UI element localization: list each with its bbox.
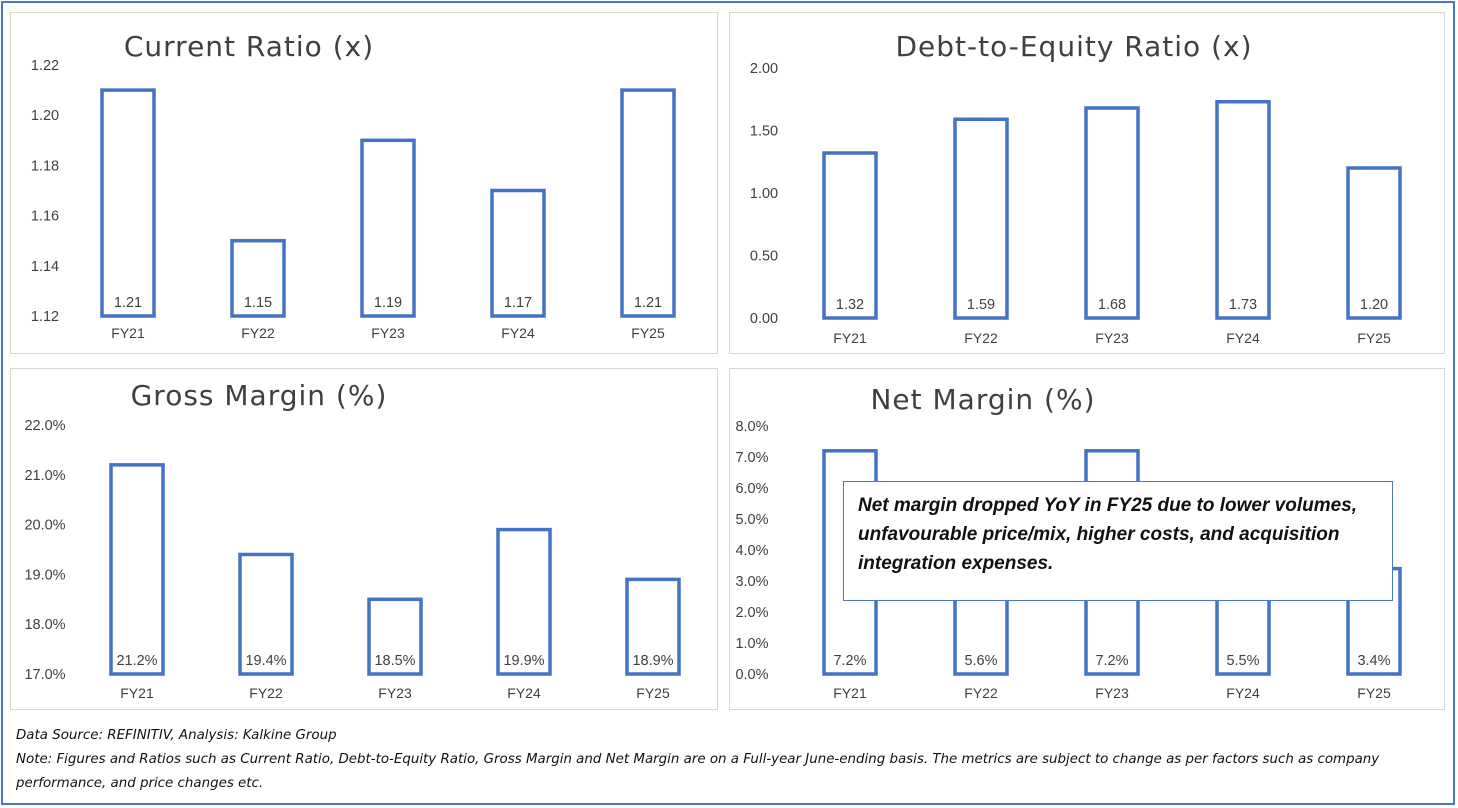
bar-fy23 [1084,106,1140,320]
y-tick-label: 2.00 [750,61,778,77]
data-label: 18.9% [632,653,673,669]
debt-to-equity-chart: Debt-to-Equity Ratio (x) 2.00 1.50 1.00 0.50… [729,12,1445,354]
data-label: 1.68 [1098,297,1126,313]
x-tick-label: FY22 [241,325,275,341]
data-source-note: Data Source: REFINITIV, Analysis: Kalkin… [16,728,337,743]
bar-fy24 [490,188,546,318]
bar-fy22 [953,117,1009,320]
bar-fy23 [367,597,423,676]
y-tick-label: 7.0% [735,450,768,466]
y-tick-label: 18.0% [24,617,65,633]
x-tick-label: FY23 [378,685,412,701]
data-label: 7.2% [833,653,866,669]
bar-fy21 [100,88,156,318]
x-tick-label: FY22 [964,685,998,701]
bar-fy21 [822,151,878,320]
data-label: 21.2% [116,653,157,669]
x-tick-label: FY21 [120,685,154,701]
y-tick-label: 5.0% [735,512,768,528]
y-tick-label: 1.20 [31,108,59,124]
data-label: 19.4% [245,653,286,669]
x-tick-label: FY25 [631,325,665,341]
x-tick-label: FY21 [833,330,867,346]
y-tick-label: 3.0% [735,574,768,590]
data-label: 1.19 [374,295,402,311]
x-tick-label: FY21 [111,325,145,341]
chart-title: Gross Margin (%) [131,379,388,412]
bar-fy25 [620,88,676,318]
gross-margin-svg: Gross Margin (%) 22.0% 21.0% 20.0% 19.0% 18.0… [24,379,681,701]
bar-fy25 [1346,166,1402,320]
y-tick-label: 22.0% [24,418,65,434]
bar-fy21 [109,463,165,676]
data-label: 1.21 [114,295,142,311]
current-ratio-svg: Current Ratio (x) 1.22 1.20 1.18 1.16 1.14 1.1… [31,30,676,341]
data-label: 1.59 [967,297,995,313]
bar-fy25 [625,577,681,676]
bar-fy22 [230,238,286,318]
chart-title: Net Margin (%) [870,383,1095,416]
x-tick-label: FY24 [501,325,535,341]
data-label: 1.15 [244,295,272,311]
x-tick-label: FY24 [1226,330,1260,346]
bar-fy22 [238,552,294,676]
y-tick-label: 1.22 [31,58,59,74]
y-tick-label: 8.0% [735,419,768,435]
y-tick-label: 4.0% [735,543,768,559]
y-tick-label: 21.0% [24,468,65,484]
y-tick-label: 19.0% [24,567,65,583]
gross-margin-chart: Gross Margin (%) 22.0% 21.0% 20.0% 19.0% 18.0… [10,368,718,710]
y-tick-label: 1.18 [31,158,59,174]
data-label: 5.5% [1226,653,1259,669]
y-tick-label: 0.50 [750,249,778,265]
net-margin-annotation: Net margin dropped YoY in FY25 due to lo… [843,481,1393,601]
data-label: 1.17 [504,295,532,311]
data-label: 5.6% [964,653,997,669]
methodology-note: Note: Figures and Ratios such as Current… [16,752,1380,791]
data-label: 1.20 [1360,297,1388,313]
y-tick-label: 20.0% [24,518,65,534]
x-tick-label: FY23 [371,325,405,341]
data-label: 19.9% [503,653,544,669]
y-tick-label: 2.0% [735,605,768,621]
data-label: 18.5% [374,653,415,669]
data-label: 1.73 [1229,297,1257,313]
chart-title: Debt-to-Equity Ratio (x) [895,30,1252,63]
x-tick-label: FY23 [1095,330,1129,346]
y-tick-label: 1.12 [31,309,59,325]
y-tick-label: 1.0% [735,636,768,652]
x-tick-label: FY25 [1357,330,1391,346]
y-tick-label: 0.0% [735,667,768,683]
data-label: 7.2% [1095,653,1128,669]
y-tick-label: 6.0% [735,481,768,497]
chart-title: Current Ratio (x) [124,30,374,63]
y-tick-label: 1.00 [750,186,778,202]
data-label: 3.4% [1357,653,1390,669]
debt-to-equity-svg: Debt-to-Equity Ratio (x) 2.00 1.50 1.00 0.50… [750,30,1402,346]
current-ratio-chart: Current Ratio (x) 1.22 1.20 1.18 1.16 1.14 1.1… [10,12,718,354]
y-tick-label: 17.0% [24,667,65,683]
data-label: 1.32 [836,297,864,313]
y-tick-label: 0.00 [750,311,778,327]
x-tick-label: FY23 [1095,685,1129,701]
data-label: 1.21 [634,295,662,311]
y-tick-label: 1.14 [31,259,59,275]
x-tick-label: FY24 [1226,685,1260,701]
bar-fy24 [496,527,552,676]
x-tick-label: FY25 [1357,685,1391,701]
x-tick-label: FY21 [833,685,867,701]
bar-fy23 [360,138,416,318]
x-tick-label: FY24 [507,685,541,701]
footer: Data Source: REFINITIV, Analysis: Kalkin… [16,724,1446,796]
x-tick-label: FY22 [249,685,283,701]
x-tick-label: FY25 [636,685,670,701]
bar-fy24 [1215,100,1271,320]
x-tick-label: FY22 [964,330,998,346]
y-tick-label: 1.16 [31,209,59,225]
y-tick-label: 1.50 [750,124,778,140]
